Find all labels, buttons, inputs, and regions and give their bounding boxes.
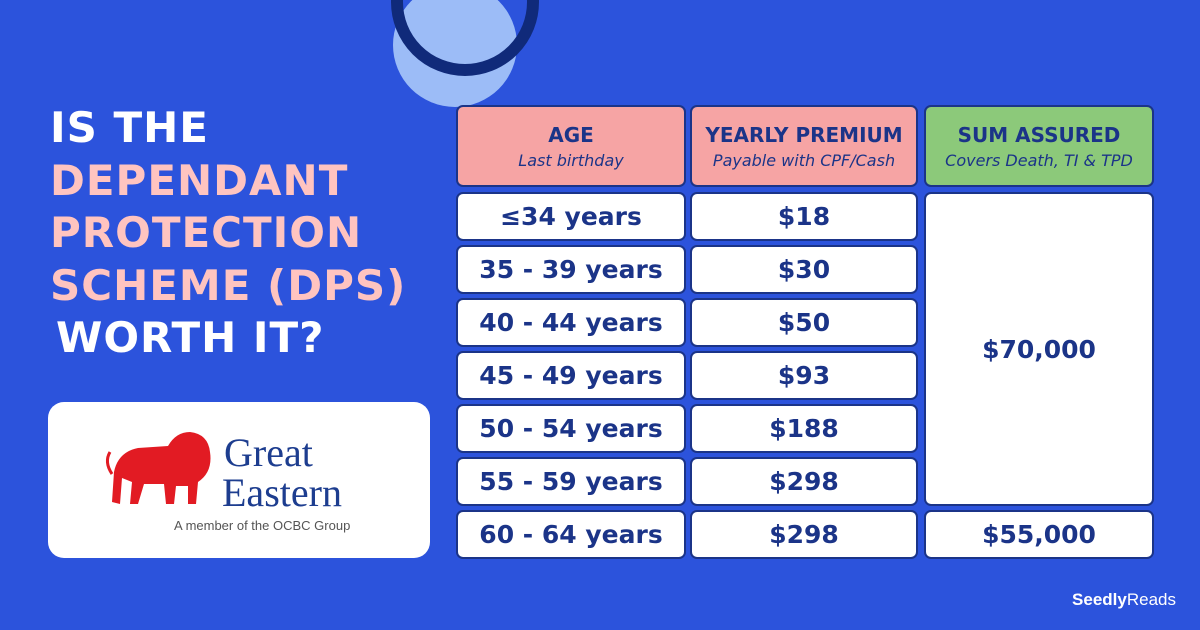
brand-name: Seedly — [1072, 590, 1127, 609]
title-line: IS THE — [50, 103, 209, 152]
header-cell: YEARLY PREMIUM Payable with CPF/Cash — [690, 105, 918, 187]
circle — [393, 0, 517, 107]
table-cell: 50 - 54 years — [456, 404, 686, 453]
header-subtitle: Last birthday — [518, 150, 624, 170]
table-cell: $18 — [690, 192, 918, 241]
sum-assured-cell: $70,000 — [924, 192, 1154, 506]
logo-card: Great Eastern A member of the OCBC Group — [48, 402, 430, 558]
table-cell: 45 - 49 years — [456, 351, 686, 400]
table-cell: ≤34 years — [456, 192, 686, 241]
table-cell: $30 — [690, 245, 918, 294]
table-cell: $50 — [690, 298, 918, 347]
logo: Great Eastern A member of the OCBC Group — [105, 430, 350, 533]
sum-assured-cell: $55,000 — [924, 510, 1154, 559]
table-cell: $298 — [690, 510, 918, 559]
header-title: YEARLY PREMIUM — [705, 122, 903, 147]
header-cell: AGE Last birthday — [456, 105, 686, 187]
title-line: SCHEME (DPS) — [50, 261, 407, 310]
header-subtitle: Payable with CPF/Cash — [712, 150, 896, 170]
table-cell: 55 - 59 years — [456, 457, 686, 506]
table-cell: 40 - 44 years — [456, 298, 686, 347]
table-cell: $298 — [690, 457, 918, 506]
header-title: SUM ASSURED — [957, 122, 1121, 147]
logo-name: Eastern — [222, 470, 342, 515]
table-cell: 60 - 64 years — [456, 510, 686, 559]
header-cell: SUM ASSURED Covers Death, TI & TPD — [924, 105, 1154, 187]
lion — [105, 432, 211, 504]
table-cell: $188 — [690, 404, 918, 453]
table-cell: 35 - 39 years — [456, 245, 686, 294]
logo-tagline: A member of the OCBC Group — [174, 518, 350, 533]
header-subtitle: Covers Death, TI & TPD — [945, 150, 1133, 170]
table-cell: $93 — [690, 351, 918, 400]
header-title: AGE — [548, 122, 594, 147]
brand-suffix: Reads — [1126, 590, 1176, 609]
title-line: PROTECTION — [50, 208, 363, 257]
title-line: DEPENDANT — [50, 156, 349, 205]
logo-name: Great — [224, 430, 313, 475]
brand: SeedlyReads — [1072, 590, 1176, 610]
title-line: WORTH IT? — [56, 313, 325, 362]
ring — [391, 0, 539, 76]
